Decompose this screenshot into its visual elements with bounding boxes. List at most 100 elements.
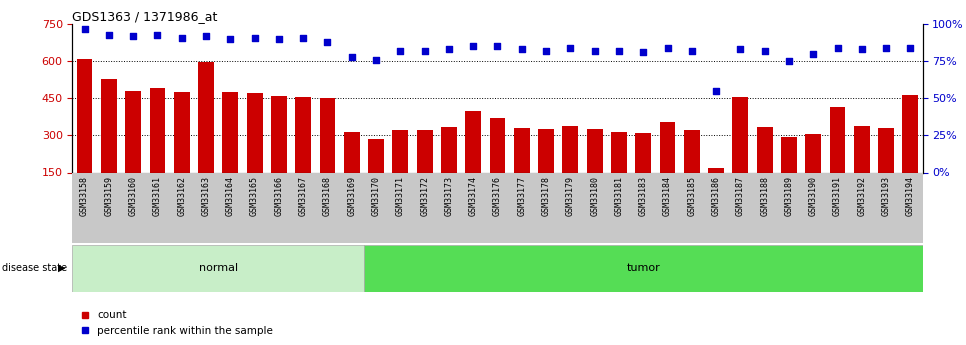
- Text: normal: normal: [199, 263, 238, 273]
- Bar: [854, 126, 869, 172]
- Point: [271, 36, 287, 42]
- Point: [344, 54, 359, 60]
- Text: GSM33190: GSM33190: [809, 176, 818, 216]
- Text: GSM33172: GSM33172: [420, 176, 429, 216]
- Bar: [392, 130, 409, 172]
- Bar: [636, 133, 651, 172]
- Bar: [732, 97, 749, 172]
- Text: GSM33194: GSM33194: [906, 176, 915, 216]
- Text: GSM33168: GSM33168: [323, 176, 332, 216]
- Text: GSM33185: GSM33185: [687, 176, 696, 216]
- Bar: [364, 245, 923, 292]
- Bar: [344, 132, 359, 172]
- Text: GSM33161: GSM33161: [153, 176, 162, 216]
- Point: [538, 48, 554, 53]
- Text: GSM33186: GSM33186: [712, 176, 721, 216]
- Text: GSM33176: GSM33176: [493, 176, 502, 216]
- Bar: [246, 93, 263, 172]
- Text: GSM33181: GSM33181: [614, 176, 623, 216]
- Point: [222, 36, 238, 42]
- Point: [732, 47, 748, 52]
- Bar: [878, 128, 894, 172]
- Point: [562, 45, 578, 51]
- Text: GSM33188: GSM33188: [760, 176, 769, 216]
- Text: GSM33180: GSM33180: [590, 176, 599, 216]
- Point: [150, 32, 165, 37]
- Bar: [416, 130, 433, 172]
- Text: GSM33159: GSM33159: [104, 176, 113, 216]
- Point: [77, 26, 93, 31]
- Point: [611, 48, 627, 53]
- Point: [830, 45, 845, 51]
- Point: [174, 35, 189, 40]
- Point: [854, 47, 869, 52]
- Point: [636, 50, 651, 55]
- Point: [101, 32, 117, 37]
- Text: GSM33171: GSM33171: [396, 176, 405, 216]
- Point: [587, 48, 603, 53]
- Bar: [368, 139, 384, 172]
- Bar: [756, 127, 773, 172]
- Point: [514, 47, 529, 52]
- Text: GSM33162: GSM33162: [177, 176, 186, 216]
- Bar: [101, 79, 117, 172]
- Bar: [198, 62, 213, 172]
- Point: [392, 48, 408, 53]
- Text: GSM33166: GSM33166: [274, 176, 283, 216]
- Bar: [76, 59, 93, 172]
- Bar: [562, 126, 579, 172]
- Text: GSM33173: GSM33173: [444, 176, 453, 216]
- Bar: [781, 137, 797, 172]
- Bar: [660, 122, 675, 172]
- Text: ▶: ▶: [58, 263, 66, 273]
- Point: [660, 45, 675, 51]
- Point: [490, 43, 505, 49]
- Text: GSM33163: GSM33163: [202, 176, 211, 216]
- Bar: [611, 132, 627, 172]
- Bar: [222, 92, 239, 172]
- Point: [902, 45, 918, 51]
- Text: tumor: tumor: [626, 263, 660, 273]
- Text: GSM33179: GSM33179: [566, 176, 575, 216]
- Point: [247, 35, 263, 40]
- Text: GSM33187: GSM33187: [736, 176, 745, 216]
- Point: [368, 57, 384, 62]
- Point: [417, 48, 433, 53]
- Bar: [490, 118, 505, 172]
- Bar: [514, 128, 529, 172]
- Text: GSM33183: GSM33183: [639, 176, 648, 216]
- Bar: [126, 91, 141, 172]
- Text: GSM33177: GSM33177: [517, 176, 526, 216]
- Text: GSM33160: GSM33160: [128, 176, 138, 216]
- Text: GSM33164: GSM33164: [226, 176, 235, 216]
- Bar: [466, 111, 481, 172]
- Point: [757, 48, 773, 53]
- Text: GSM33191: GSM33191: [833, 176, 842, 216]
- Point: [708, 88, 724, 93]
- Bar: [684, 130, 699, 172]
- Bar: [150, 88, 165, 172]
- Text: GSM33170: GSM33170: [372, 176, 381, 216]
- Text: GSM33158: GSM33158: [80, 176, 89, 216]
- Point: [806, 51, 821, 57]
- Bar: [538, 129, 554, 172]
- Point: [126, 33, 141, 39]
- Bar: [708, 168, 724, 172]
- Bar: [586, 129, 603, 172]
- Bar: [271, 96, 287, 172]
- Point: [781, 58, 797, 64]
- Bar: [830, 107, 845, 172]
- Point: [684, 48, 699, 53]
- Text: GSM33178: GSM33178: [542, 176, 551, 216]
- Point: [198, 33, 213, 39]
- Bar: [902, 95, 919, 172]
- Text: GSM33169: GSM33169: [347, 176, 356, 216]
- Text: GSM33192: GSM33192: [857, 176, 867, 216]
- Point: [296, 35, 311, 40]
- Bar: [806, 134, 821, 172]
- Text: GSM33165: GSM33165: [250, 176, 259, 216]
- Point: [441, 47, 457, 52]
- Text: GSM33174: GSM33174: [469, 176, 478, 216]
- Bar: [174, 92, 189, 172]
- Point: [466, 43, 481, 49]
